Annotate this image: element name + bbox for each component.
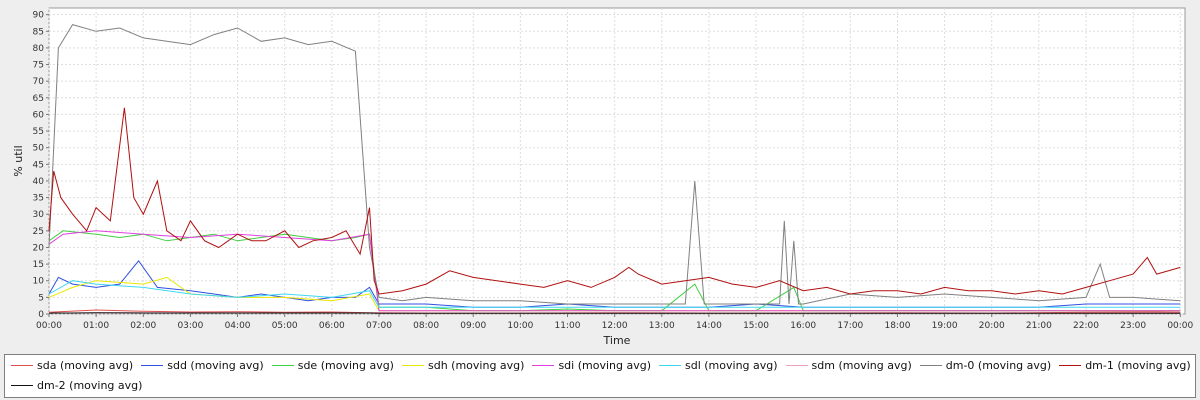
legend-item: sda (moving avg): [11, 359, 133, 372]
x-tick-label: 03:00: [177, 321, 203, 331]
x-tick-label: 15:00: [743, 321, 769, 331]
legend-swatch: [401, 364, 424, 366]
x-tick-label: 12:00: [602, 321, 628, 331]
legend-item: sdd (moving avg): [141, 358, 264, 372]
x-tick-label: 07:00: [366, 321, 392, 331]
y-axis: 0 5 10 15 20 25 30 35 40 45 50 55 60 65 70 75 80 85 90: [33, 11, 49, 320]
x-tick-label: 00:00: [36, 321, 62, 331]
x-axis-title: Time: [603, 334, 631, 347]
gridlines: [48, 8, 1185, 315]
legend-row: dm-2 (moving avg): [5, 375, 1195, 395]
series-line: [48, 312, 1181, 314]
x-tick-label: 16:00: [790, 321, 816, 331]
y-tick-label: 40: [33, 177, 45, 187]
series-lines: [48, 24, 1181, 314]
legend-swatch: [659, 364, 681, 366]
legend-swatch: [11, 384, 33, 386]
legend-row: sda (moving avg) sdd (moving avg) sde (mov…: [5, 355, 1195, 375]
legend-item: sdm (moving avg): [785, 358, 912, 372]
legend-swatch: [532, 364, 555, 366]
legend-item: dm-0 (moving avg): [919, 358, 1052, 372]
series-line: [48, 24, 1181, 305]
y-tick-label: 80: [33, 44, 45, 54]
y-tick-label: 0: [38, 310, 44, 320]
legend-swatch: [919, 364, 942, 366]
y-tick-label: 65: [33, 94, 44, 104]
legend-label: dm-2 (moving avg): [37, 378, 143, 392]
y-tick-label: 55: [33, 127, 44, 137]
y-tick-label: 15: [33, 260, 44, 270]
x-tick-label: 21:00: [1026, 321, 1052, 331]
legend-label: sda (moving avg): [37, 358, 134, 372]
y-tick-label: 50: [33, 144, 45, 154]
legend-label: dm-1 (moving avg): [1085, 358, 1191, 372]
y-tick-label: 90: [33, 11, 45, 21]
legend-swatch: [785, 364, 808, 366]
y-tick-label: 85: [33, 27, 44, 37]
legend-label: sdd (moving avg): [167, 358, 264, 372]
x-tick-label: 09:00: [460, 321, 486, 331]
x-tick-label: 14:00: [696, 321, 722, 331]
y-tick-label: 30: [33, 210, 45, 220]
x-tick-label: 17:00: [837, 321, 863, 331]
x-tick-label: 18:00: [884, 321, 910, 331]
legend-swatch: [11, 364, 33, 366]
x-tick-label: 04:00: [225, 321, 251, 331]
x-tick-label: 13:00: [649, 321, 675, 331]
y-tick-label: 25: [33, 227, 44, 237]
y-tick-label: 10: [33, 277, 45, 287]
legend-swatch: [271, 364, 294, 366]
x-tick-label: 10:00: [507, 321, 533, 331]
y-tick-label: 60: [33, 110, 45, 120]
legend-swatch: [141, 364, 164, 366]
line-chart: 0 5 10 15 20 25 30 35 40 45 50 55 60 65 70 75 80 85 90 00:…: [12, 7, 1194, 347]
x-tick-label: 19:00: [932, 321, 958, 331]
y-tick-label: 45: [33, 160, 44, 170]
x-tick-label: 00:00: [1167, 321, 1193, 331]
legend-label: sdl (moving avg): [685, 358, 778, 372]
y-tick-label: 35: [33, 194, 44, 204]
legend-item: dm-2 (moving avg): [11, 379, 142, 392]
y-tick-label: 20: [33, 243, 45, 253]
legend-label: sdm (moving avg): [811, 358, 912, 372]
x-tick-label: 22:00: [1073, 321, 1099, 331]
x-tick-label: 11:00: [555, 321, 581, 331]
series-line: [48, 230, 1181, 312]
x-tick-label: 02:00: [130, 321, 156, 331]
x-tick-label: 20:00: [979, 321, 1005, 331]
legend-label: sdi (moving avg): [558, 358, 651, 372]
legend-item: sdh (moving avg): [401, 358, 525, 372]
y-tick-label: 75: [33, 61, 44, 71]
x-tick-label: 08:00: [413, 321, 439, 331]
legend-swatch: [1059, 364, 1082, 366]
series-line: [48, 280, 1181, 308]
legend-label: dm-0 (moving avg): [945, 358, 1052, 372]
legend-label: sde (moving avg): [297, 358, 394, 372]
legend-item: sdl (moving avg): [659, 359, 778, 372]
legend-item: sdi (moving avg): [532, 359, 651, 372]
x-tick-label: 05:00: [272, 321, 298, 331]
x-tick-label: 06:00: [319, 321, 345, 331]
legend-item: sde (moving avg): [271, 358, 394, 372]
series-line: [48, 107, 1181, 295]
x-tick-label: 01:00: [83, 321, 109, 331]
y-tick-label: 5: [38, 293, 44, 303]
y-tick-label: 70: [33, 77, 45, 87]
legend: sda (moving avg) sdd (moving avg) sde (mov…: [4, 354, 1196, 398]
legend-item: dm-1 (moving avg): [1059, 358, 1191, 372]
x-tick-label: 23:00: [1120, 321, 1146, 331]
y-axis-title: % util: [12, 145, 25, 176]
plot-area: [48, 7, 1186, 315]
legend-label: sdh (moving avg): [427, 358, 525, 372]
x-axis: 00:00 01:00 02:00 03:00 04:00 05:00 06:00 07:00…: [36, 314, 1194, 331]
